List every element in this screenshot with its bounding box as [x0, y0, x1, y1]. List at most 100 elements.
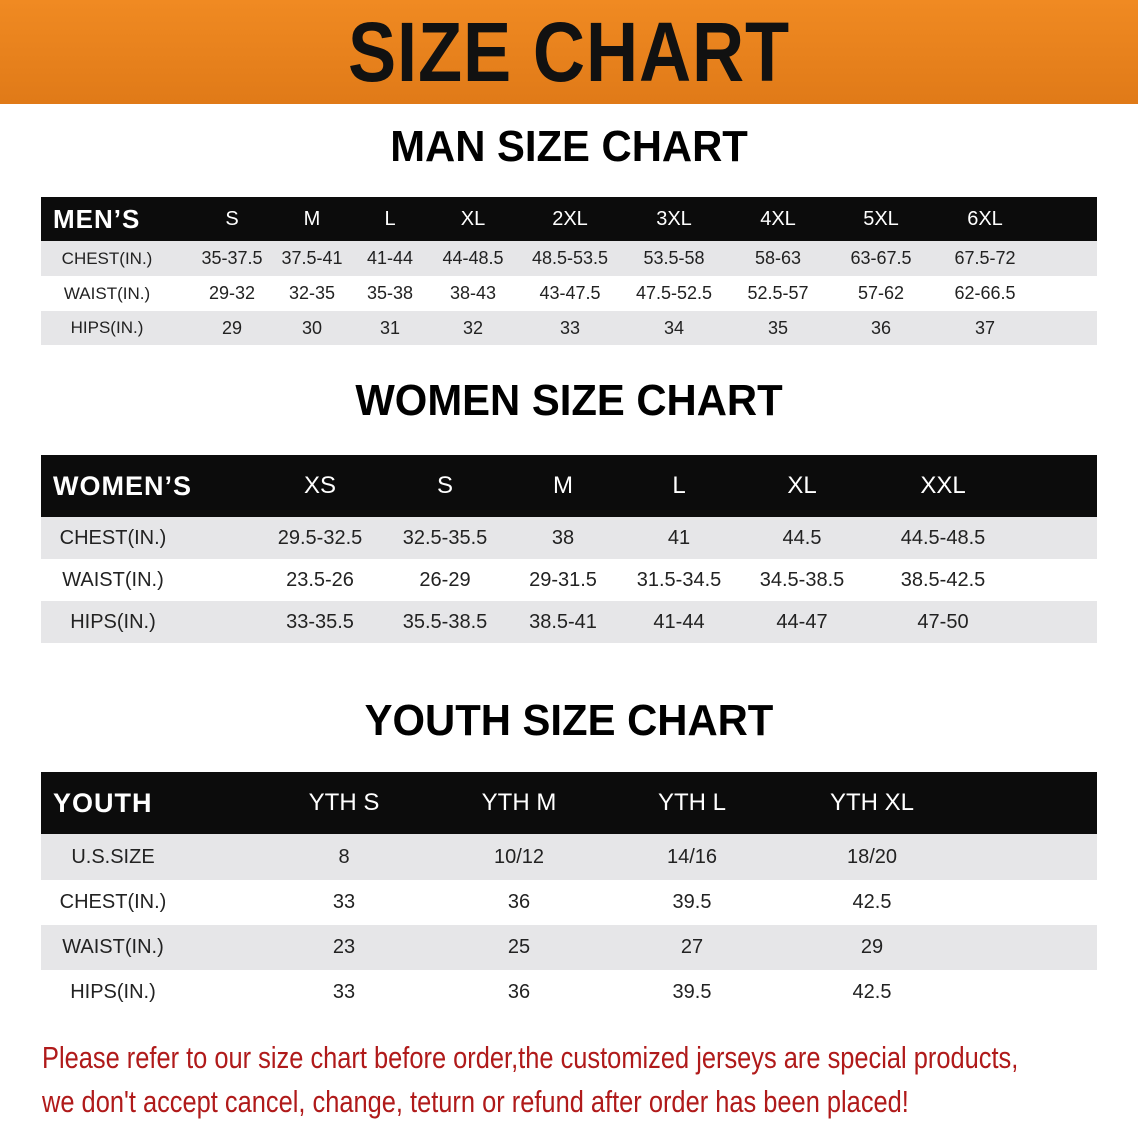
row-label: HIPS(IN.): [70, 318, 144, 337]
women-size-table: WOMEN’S XS S M L XL XXL CHEST(IN.) 29.5-32.5 32.5…: [41, 455, 1097, 644]
table-cell: 29: [860, 936, 884, 958]
banner-title: SIZE CHART: [347, 5, 791, 99]
size-header-6xl: 6XL: [967, 207, 1003, 230]
men-size-table: MEN’S S M L XL 2XL 3XL 4XL 5XL 6XL CHEST(IN.) 35-37…: [41, 197, 1097, 346]
row-label: WAIST(IN.): [62, 568, 164, 591]
table-cell: 53.5-58: [643, 248, 705, 268]
men-header-label: MEN’S: [53, 203, 141, 234]
table-cell: 39.5: [672, 981, 712, 1003]
table-cell: 36: [507, 891, 531, 913]
size-header-l: L: [384, 207, 396, 230]
size-header-xxl: XXL: [920, 472, 966, 499]
table-cell: 44-47: [776, 610, 828, 633]
table-cell: 41-44: [653, 610, 705, 633]
size-header-xl: XL: [460, 207, 486, 230]
table-row: HIPS(IN.) 33 36 39.5 42.5: [41, 970, 1097, 1015]
table-cell: 63-67.5: [850, 248, 912, 268]
table-row: CHEST(IN.) 33 36 39.5 42.5: [41, 880, 1097, 925]
table-cell: 34: [663, 317, 685, 338]
row-label: WAIST(IN.): [62, 936, 164, 958]
table-cell: 35: [767, 317, 789, 338]
table-cell: 36: [870, 317, 892, 338]
table-cell: 44.5-48.5: [900, 526, 986, 549]
size-header-2xl: 2XL: [552, 207, 588, 230]
table-cell: 14/16: [666, 845, 718, 868]
table-row: WAIST(IN.) 23 25 27 29: [41, 925, 1097, 970]
table-row: U.S.SIZE 8 10/12 14/16 18/20: [41, 834, 1097, 880]
youth-size-table: YOUTH YTH S YTH M YTH L YTH XL U.S.SIZE 8 10/12…: [41, 772, 1097, 1016]
row-label: HIPS(IN.): [70, 610, 156, 633]
table-row: WAIST(IN.) 29-32 32-35 35-38 38-43 43-47.5 47.…: [41, 276, 1097, 311]
table-cell: 42.5: [852, 981, 892, 1003]
size-header-yth-s: YTH S: [308, 789, 380, 816]
table-cell: 35-37.5: [201, 248, 263, 268]
table-cell: 67.5-72: [954, 248, 1016, 268]
size-header-3xl: 3XL: [656, 207, 692, 230]
table-cell: 33: [332, 891, 356, 913]
table-cell: 38.5-41: [529, 610, 597, 633]
table-cell: 23: [332, 936, 356, 958]
row-label: WAIST(IN.): [63, 283, 151, 303]
row-label: CHEST(IN.): [59, 526, 167, 549]
table-cell: 32: [462, 317, 484, 338]
size-header-s: S: [436, 472, 454, 499]
table-cell: 39.5: [672, 891, 712, 913]
youth-header-label: YOUTH: [53, 787, 153, 818]
table-cell: 38.5-42.5: [900, 568, 986, 591]
women-section-title: WOMEN SIZE CHART: [355, 376, 783, 425]
table-cell: 41: [667, 526, 691, 549]
size-header-xl: XL: [787, 472, 817, 499]
policy-note-line-1: Please refer to our size chart before or…: [42, 1040, 1019, 1075]
table-cell: 52.5-57: [747, 283, 809, 303]
table-cell: 29-31.5: [529, 568, 597, 591]
size-header-m: M: [303, 207, 321, 230]
policy-note-line-2: we don't accept cancel, change, teturn o…: [42, 1084, 909, 1119]
table-cell: 33: [332, 981, 356, 1003]
men-header-row: MEN’S S M L XL 2XL 3XL 4XL 5XL 6XL: [41, 197, 1097, 241]
women-header-label: WOMEN’S: [53, 470, 192, 501]
table-cell: 18/20: [846, 845, 898, 868]
size-chart-banner: SIZE CHART: [0, 0, 1138, 104]
row-label: CHEST(IN.): [61, 248, 153, 268]
size-header-4xl: 4XL: [760, 207, 796, 230]
row-label: U.S.SIZE: [71, 845, 155, 868]
size-header-yth-xl: YTH XL: [829, 789, 915, 816]
table-cell: 37: [974, 317, 996, 338]
table-row: CHEST(IN.) 35-37.5 37.5-41 41-44 44-48.5 48.5…: [41, 241, 1097, 276]
table-cell: 47-50: [917, 610, 969, 633]
size-header-yth-m: YTH M: [481, 789, 557, 816]
table-cell: 36: [507, 981, 531, 1003]
table-cell: 27: [680, 936, 704, 958]
table-cell: 33: [559, 317, 581, 338]
table-cell: 34.5-38.5: [759, 568, 845, 591]
table-cell: 44-48.5: [442, 248, 504, 268]
size-header-xs: XS: [303, 472, 337, 499]
table-cell: 57-62: [857, 283, 905, 303]
table-cell: 62-66.5: [954, 283, 1016, 303]
table-row: WAIST(IN.) 23.5-26 26-29 29-31.5 31.5-34.5 34…: [41, 559, 1097, 601]
table-cell: 31: [379, 317, 401, 338]
table-cell: 26-29: [419, 568, 471, 591]
table-cell: 47.5-52.5: [635, 283, 713, 303]
row-label: HIPS(IN.): [70, 981, 156, 1003]
table-row: HIPS(IN.) 33-35.5 35.5-38.5 38.5-41 41-44 44-…: [41, 601, 1097, 643]
table-cell: 33-35.5: [286, 610, 354, 633]
table-cell: 23.5-26: [286, 568, 354, 591]
table-cell: 44.5: [782, 526, 822, 549]
youth-section-title: YOUTH SIZE CHART: [364, 696, 774, 745]
table-cell: 29-32: [208, 283, 256, 303]
table-cell: 43-47.5: [539, 283, 601, 303]
table-cell: 32.5-35.5: [402, 526, 488, 549]
table-cell: 48.5-53.5: [531, 248, 609, 268]
size-header-yth-l: YTH L: [657, 789, 727, 816]
table-cell: 41-44: [366, 248, 414, 268]
table-cell: 38: [551, 526, 575, 549]
table-cell: 31.5-34.5: [636, 568, 722, 591]
size-header-s: S: [225, 207, 239, 230]
women-header-row: WOMEN’S XS S M L XL XXL: [41, 455, 1097, 517]
table-cell: 32-35: [288, 283, 336, 303]
table-cell: 58-63: [754, 248, 802, 268]
table-cell: 25: [507, 936, 531, 958]
table-cell: 42.5: [852, 891, 892, 913]
table-row: HIPS(IN.) 29 30 31 32 33 34 35 36 37: [41, 311, 1097, 345]
